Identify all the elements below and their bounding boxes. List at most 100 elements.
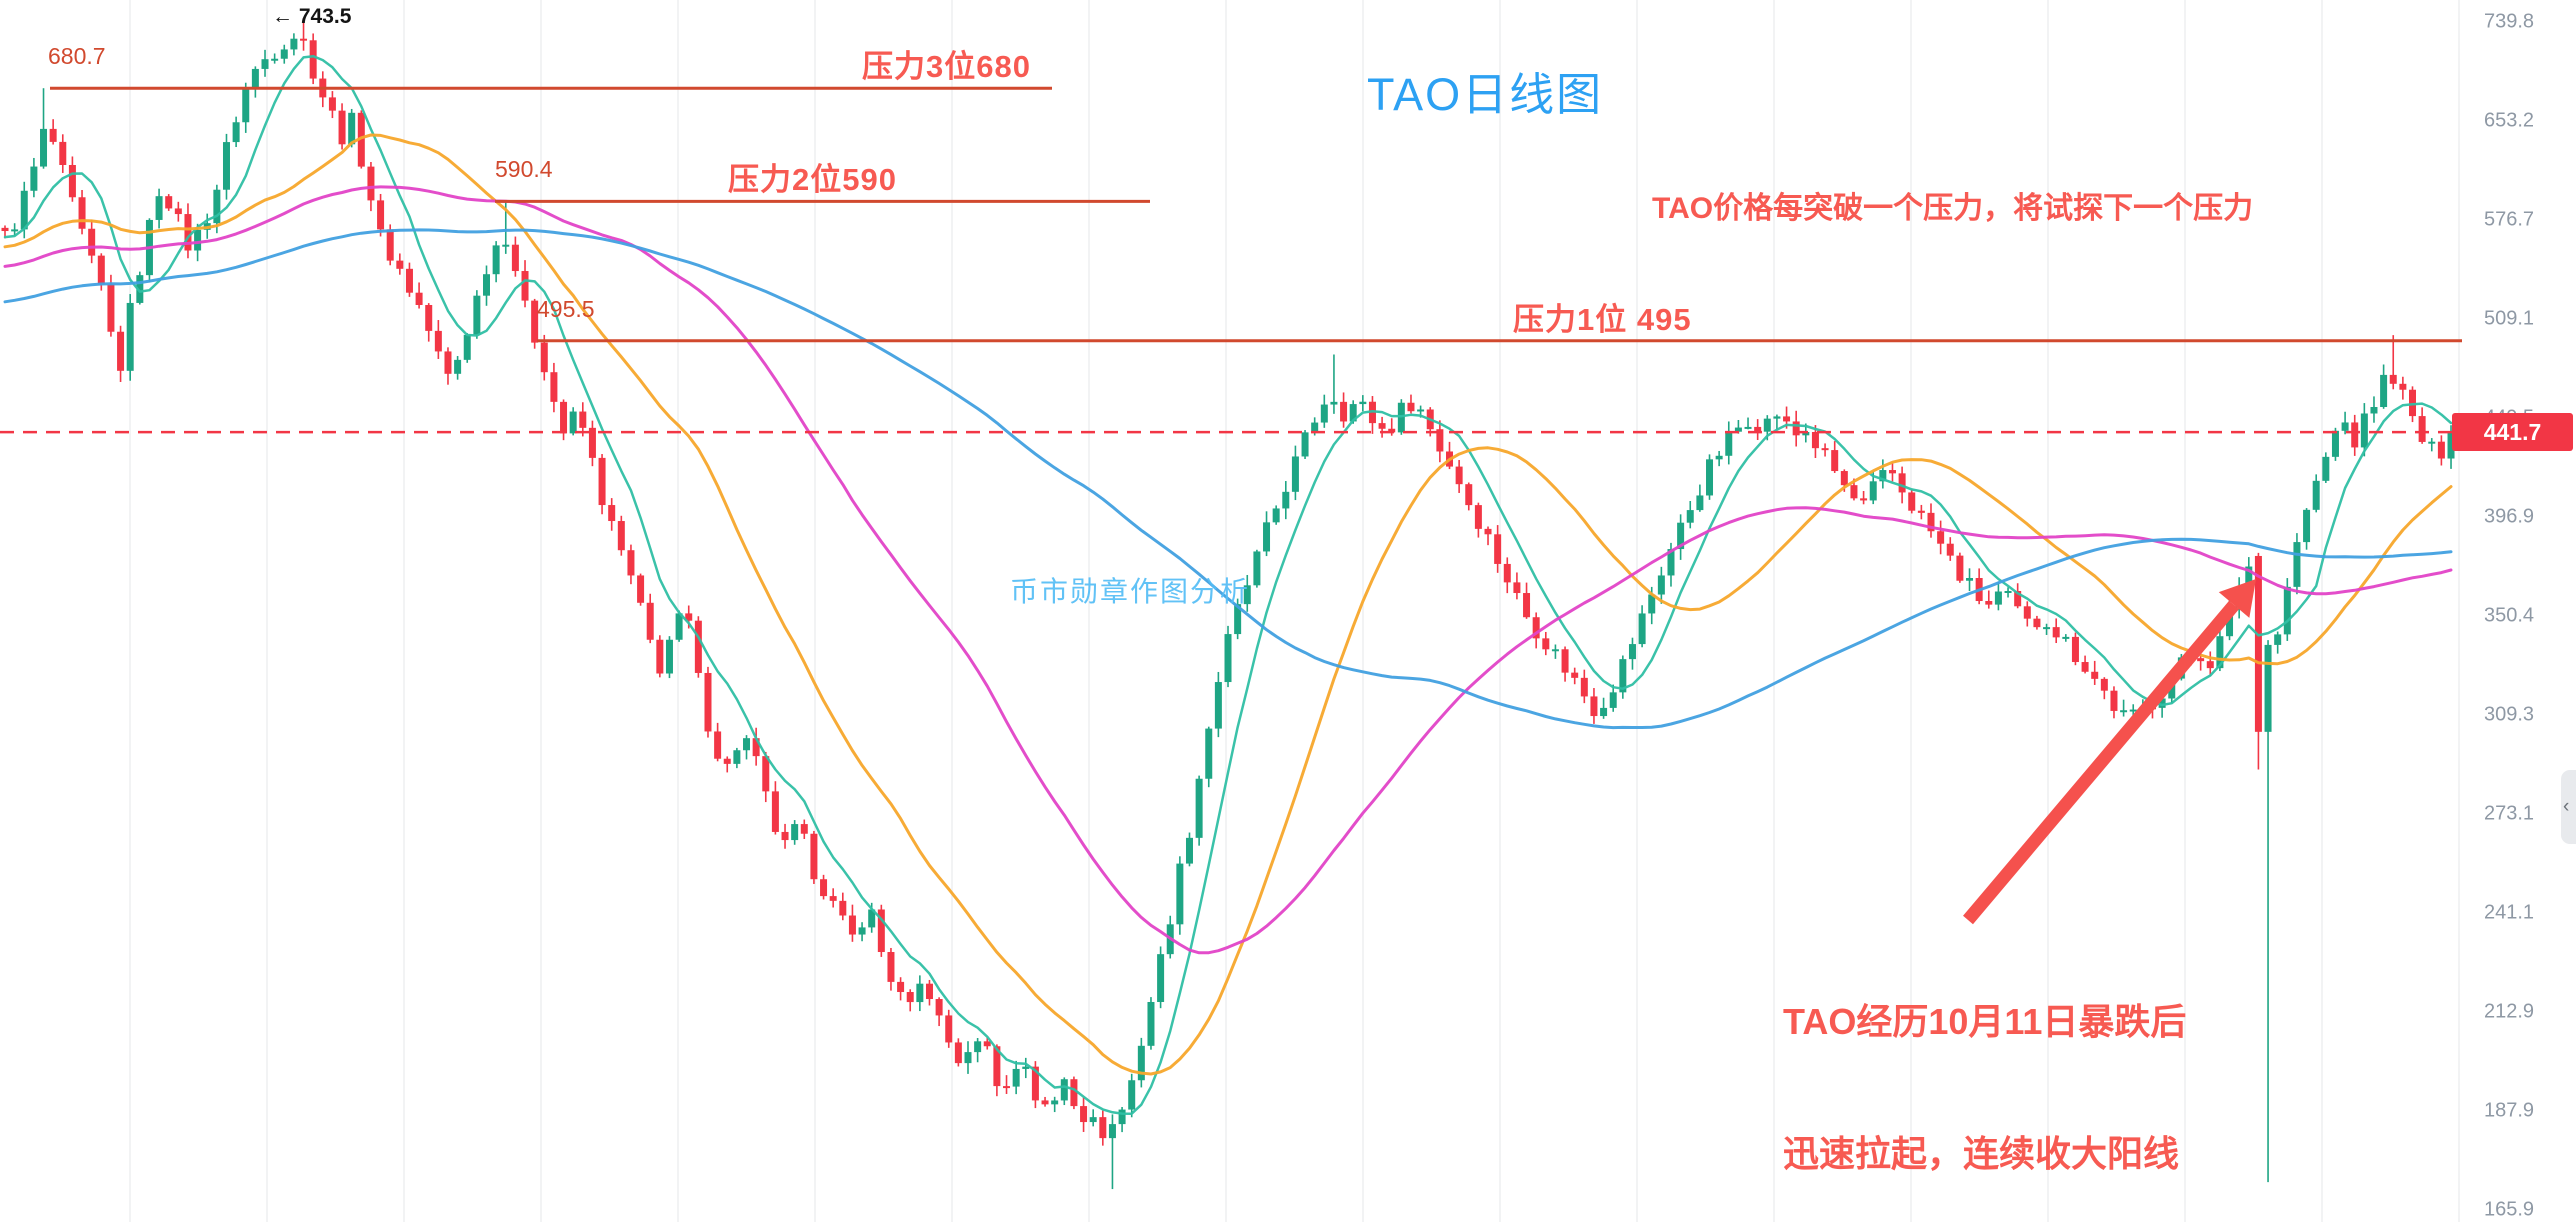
candle-body	[165, 196, 173, 209]
candle-body	[348, 112, 356, 145]
price-axis-label: 739.8	[2484, 10, 2535, 33]
candle-body	[1003, 1086, 1011, 1089]
resistance-price-label: 495.5	[537, 295, 595, 322]
candle-body	[906, 992, 914, 1003]
candle-body	[1725, 431, 1733, 456]
candle-body	[2437, 441, 2445, 459]
candle-body	[531, 300, 539, 343]
candle-body	[1513, 582, 1521, 594]
candle-body	[1137, 1045, 1145, 1081]
candle-body	[771, 791, 779, 832]
candle-body	[1734, 427, 1742, 432]
candle-body	[2380, 374, 2388, 408]
candle-body	[434, 330, 442, 352]
candle-body	[1908, 492, 1916, 511]
price-axis-label: 396.9	[2484, 505, 2535, 528]
collapse-axis-tab[interactable]: ‹	[2561, 770, 2576, 844]
candle-body	[2331, 430, 2339, 457]
candle-body	[454, 359, 462, 374]
candle-body	[1397, 402, 1405, 433]
candle-body	[2206, 661, 2214, 669]
price-axis-label: 241.1	[2484, 901, 2535, 924]
candle-body	[733, 750, 741, 764]
candle-body	[1041, 1100, 1049, 1105]
candle-body	[810, 833, 818, 880]
candle-body	[309, 40, 317, 79]
candle-body	[2293, 542, 2301, 587]
candle-body	[1888, 470, 1896, 474]
candle-body	[222, 142, 230, 190]
candle-body	[560, 401, 568, 434]
candle-body	[338, 110, 346, 145]
ma-line-52	[3, 185, 2453, 955]
candle-body	[88, 228, 96, 256]
candle-body	[829, 896, 837, 901]
candle-body	[2062, 636, 2070, 639]
candle-body	[2283, 586, 2291, 635]
candle-body	[97, 255, 105, 285]
candle-body	[386, 229, 394, 261]
candle-body	[2264, 644, 2272, 732]
candle-body	[2081, 662, 2089, 672]
candle-body	[579, 411, 587, 428]
candle-body	[2091, 671, 2099, 679]
candle-body	[511, 244, 519, 272]
candle-body	[2303, 509, 2311, 543]
candle-body	[1503, 563, 1511, 583]
candle-body	[1234, 604, 1242, 635]
candle-body	[2341, 422, 2349, 431]
candle-body	[483, 274, 490, 296]
candle-body	[2014, 590, 2022, 607]
candle-body	[2120, 710, 2128, 713]
ma-line-100	[3, 228, 2453, 730]
candle-body	[540, 342, 548, 373]
candle-body	[1783, 416, 1791, 422]
candle-body	[242, 87, 250, 123]
candle-body	[11, 229, 19, 232]
candle-body	[1253, 551, 1261, 586]
candle-body	[1696, 495, 1704, 511]
candle-body	[2197, 658, 2205, 662]
candle-body	[1628, 644, 1636, 660]
candle-body	[174, 208, 182, 215]
candle-body	[49, 128, 57, 142]
candle-body	[2370, 407, 2378, 414]
candle-body	[675, 613, 683, 640]
resistance-price-label: 590.4	[495, 156, 553, 183]
candle-body	[1686, 510, 1694, 523]
candle-body	[2129, 709, 2137, 712]
trend-arrow-head	[2218, 579, 2256, 618]
resistance-price-label: 680.7	[48, 43, 106, 70]
candle-body	[839, 900, 847, 916]
price-axis-label: 653.2	[2484, 109, 2535, 132]
candle-body	[194, 229, 202, 251]
candle-body	[2254, 555, 2262, 732]
candle-body	[1301, 432, 1309, 457]
candle-body	[232, 122, 240, 143]
candle-body	[954, 1042, 962, 1064]
candle-body	[2409, 389, 2416, 417]
candle-body	[1994, 591, 2002, 605]
candle-body	[820, 879, 828, 897]
candle-body	[2052, 627, 2060, 638]
candle-body	[1946, 543, 1954, 556]
candle-body	[1128, 1080, 1136, 1110]
candle-body	[1571, 672, 1579, 678]
candle-body	[646, 602, 654, 640]
candle-body	[405, 268, 413, 293]
candle-body	[59, 141, 67, 165]
candle-body	[637, 575, 645, 603]
candle-body	[1811, 431, 1819, 449]
price-axis-label: 509.1	[2484, 307, 2535, 330]
candle-body	[1966, 578, 1974, 581]
pressure-level-label: 压力1位 495	[1513, 301, 1692, 337]
ma-line-7	[3, 54, 2453, 1115]
candle-body	[1590, 696, 1598, 717]
candle-body	[1070, 1079, 1078, 1107]
candle-body	[1715, 455, 1723, 460]
candle-body	[868, 909, 876, 928]
candle-body	[521, 271, 529, 301]
candle-body	[877, 909, 885, 953]
candle-body	[1388, 428, 1396, 433]
